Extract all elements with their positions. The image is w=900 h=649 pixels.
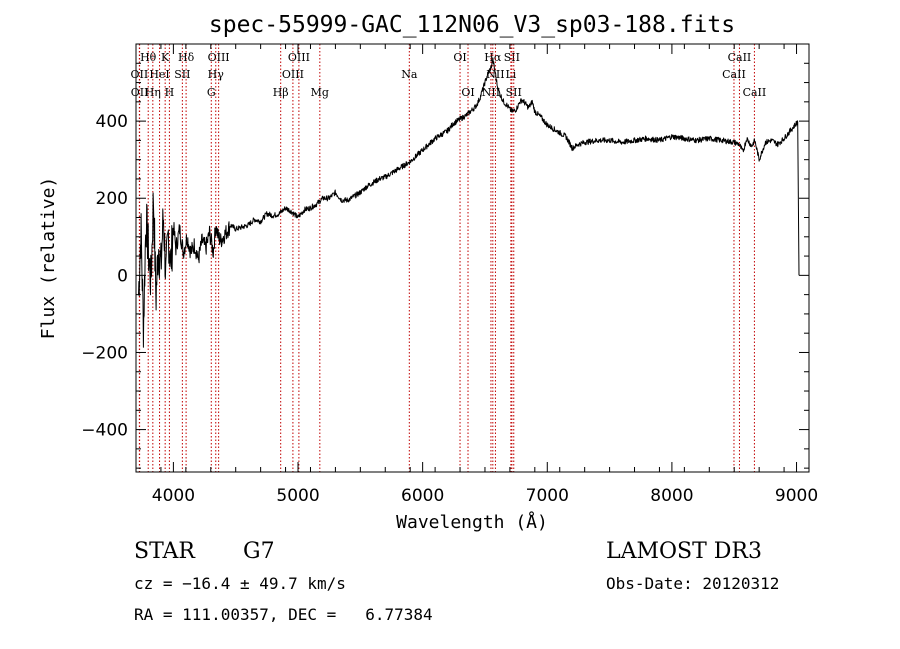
- spectrum-line: [138, 57, 800, 348]
- class-label: STAR: [134, 539, 195, 564]
- line-marker-label: Hδ: [178, 51, 195, 64]
- line-marker-label: SII: [504, 51, 520, 64]
- line-marker-label: OI: [453, 51, 466, 64]
- x-tick-label: 5000: [276, 486, 319, 506]
- y-axis-label: Flux (relative): [38, 177, 59, 340]
- y-tick-label: 400: [96, 112, 128, 132]
- line-marker-label: OIII: [288, 51, 310, 64]
- line-marker-label: Hθ: [140, 51, 157, 64]
- subclass-label: G7: [243, 539, 275, 564]
- x-axis-label: Wavelength (Å): [396, 511, 548, 533]
- axis-layer: 4000 5000 6000 7000 8000 9000 400 200 0 −200 −400: [81, 44, 818, 506]
- line-marker-label: G: [207, 86, 216, 99]
- line-marker-label: OIII: [282, 68, 304, 81]
- redshift-label: cz = −16.4 ± 49.7 km/s: [134, 574, 346, 593]
- line-marker-label: SII: [506, 86, 522, 99]
- line-marker-label: CaII: [722, 68, 746, 81]
- line-marker-label: Hγ: [208, 68, 225, 81]
- line-marker-label: OI: [461, 86, 474, 99]
- line-marker-label: CaII: [743, 86, 767, 99]
- line-marker-label: Na: [401, 68, 418, 81]
- line-marker-label: OII: [131, 86, 149, 99]
- spectrum-layer: [138, 57, 800, 348]
- x-tick-label: 6000: [401, 486, 444, 506]
- plot-frame: [135, 43, 810, 473]
- coordinates-label: RA = 111.00357, DEC = 6.77384: [134, 605, 433, 624]
- line-marker-label: OII: [131, 68, 149, 81]
- line-marker-label: OIII: [208, 51, 230, 64]
- y-tick-label: 0: [117, 266, 128, 286]
- line-marker-label: CaII: [728, 51, 752, 64]
- line-marker-label: HeI: [149, 68, 169, 81]
- line-marker-label: NII: [482, 86, 500, 99]
- line-marker-label: Hη: [145, 86, 161, 99]
- chart-title: spec-55999-GAC_112N06_V3_sp03-188.fits: [209, 12, 735, 38]
- x-tick-label: 7000: [526, 486, 569, 506]
- line-marker-label: K: [161, 51, 170, 64]
- y-tick-label: −400: [81, 421, 128, 441]
- line-marker-label: Mg: [311, 86, 329, 99]
- x-tick-label: 8000: [650, 486, 693, 506]
- x-tick-label: 4000: [152, 486, 195, 506]
- obs-date-label: Obs-Date: 20120312: [606, 574, 780, 593]
- x-tick-label: 9000: [775, 486, 818, 506]
- survey-label: LAMOST DR3: [606, 539, 762, 564]
- line-marker-label: Li: [505, 68, 516, 81]
- y-tick-label: −200: [81, 343, 128, 363]
- line-marker-label: H: [165, 86, 175, 99]
- y-tick-label: 200: [96, 189, 128, 209]
- line-marker-label: Hβ: [273, 86, 289, 99]
- line-marker-label: SII: [174, 68, 190, 81]
